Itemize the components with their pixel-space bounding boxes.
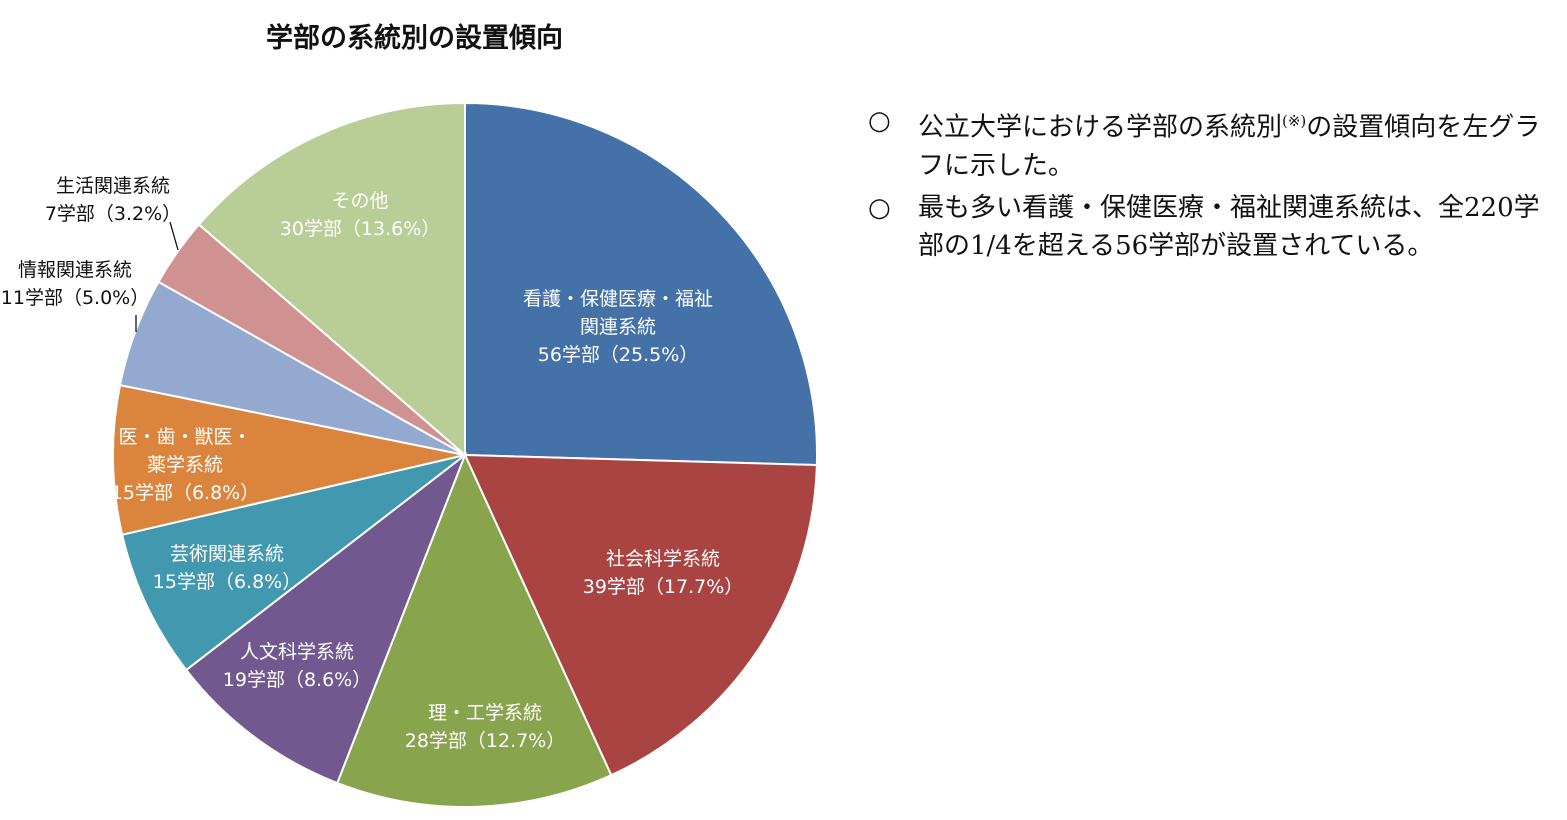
pie-slice-2 xyxy=(335,452,613,808)
label-line: 15学部（6.8%） xyxy=(152,571,302,593)
leader-line xyxy=(169,221,179,251)
slice-label-information: 情報関連系統 11学部（5.0%） xyxy=(1,256,149,312)
label-line: 医・歯・獣医・ xyxy=(118,426,252,448)
label-line: 15学部（6.8%） xyxy=(110,482,260,504)
pie-slice-3 xyxy=(184,452,468,785)
pie-slice-4 xyxy=(120,454,466,672)
slice-label-arts: 芸術関連系統 15学部（6.8%） xyxy=(153,540,301,596)
label-line: 28学部（12.7%） xyxy=(404,730,566,752)
note-item: ○ 公立大学における学部の系統別(※)の設置傾向を左グラフに示した。 xyxy=(868,102,1558,185)
label-line: その他 xyxy=(331,190,389,212)
slice-label-living: 生活関連系統 7学部（3.2%） xyxy=(45,172,181,228)
label-line: 19学部（8.6%） xyxy=(222,669,372,691)
label-line: 39学部（17.7%） xyxy=(582,576,744,598)
slice-label-other: その他 30学部（13.6%） xyxy=(280,187,441,243)
label-line: 芸術関連系統 xyxy=(169,543,285,565)
slice-label-social: 社会科学系統 39学部（17.7%） xyxy=(583,545,744,601)
label-line: 情報関連系統 xyxy=(17,259,133,281)
note-text: 最も多い看護・保健医療・福祉関連系統は、全220学部の1/4を超える56学部が設… xyxy=(918,192,1540,261)
pie-slice-0 xyxy=(464,101,818,467)
notes: ○ 公立大学における学部の系統別(※)の設置傾向を左グラフに示した。 ○ 最も多… xyxy=(868,102,1558,269)
note-text: 公立大学における学部の系統別(※)の設置傾向を左グラフに示した。 xyxy=(918,102,1558,185)
label-line: 人文科学系統 xyxy=(239,641,355,663)
slice-label-science: 理・工学系統 28学部（12.7%） xyxy=(405,699,566,755)
pie-slice-8 xyxy=(197,101,466,458)
note-item: ○ 最も多い看護・保健医療・福祉関連系統は、全220学部の1/4を超える56学部… xyxy=(868,189,1558,265)
slice-label-nursing: 看護・保健医療・福祉 関連系統 56学部（25.5%） xyxy=(523,285,713,369)
label-line: 理・工学系統 xyxy=(427,702,543,724)
note-text-part: の設置傾向を左グラフに示した。 xyxy=(918,112,1541,181)
pie-slice-1 xyxy=(463,453,818,777)
label-line: 30学部（13.6%） xyxy=(279,218,441,240)
label-line: 7学部（3.2%） xyxy=(44,203,182,225)
slice-label-medical: 医・歯・獣医・ 薬学系統 15学部（6.8%） xyxy=(111,423,259,507)
pie-slice-5 xyxy=(112,383,466,536)
label-line: 56学部（25.5%） xyxy=(537,344,699,366)
note-text-part: 公立大学における学部の系統別 xyxy=(918,112,1283,143)
label-line: 関連系統 xyxy=(579,316,657,338)
label-line: 薬学系統 xyxy=(146,454,224,476)
circle-bullet-icon: ○ xyxy=(868,106,891,136)
note-footnote-mark: (※) xyxy=(1282,112,1307,130)
label-line: 生活関連系統 xyxy=(55,175,171,197)
label-line: 社会科学系統 xyxy=(605,548,721,570)
label-line: 看護・保健医療・福祉 xyxy=(522,288,714,310)
slice-label-humanities: 人文科学系統 19学部（8.6%） xyxy=(223,638,371,694)
label-line: 11学部（5.0%） xyxy=(0,287,150,309)
circle-bullet-icon: ○ xyxy=(868,192,891,223)
chart-title: 学部の系統別の設置傾向 xyxy=(266,23,563,54)
